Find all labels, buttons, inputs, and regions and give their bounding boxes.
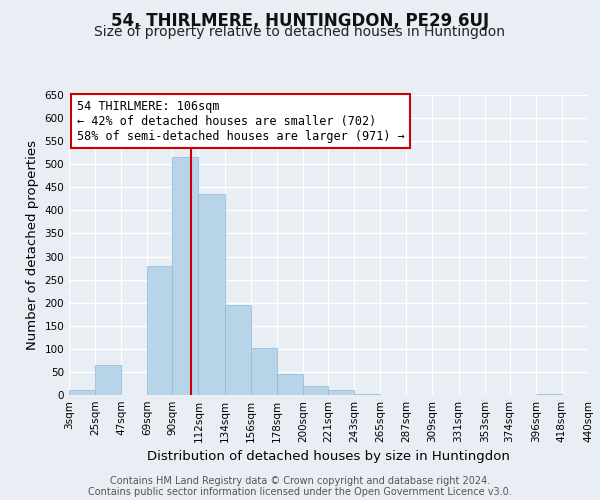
- Bar: [69, 390, 95, 395]
- Bar: [172, 158, 199, 395]
- Bar: [328, 390, 354, 395]
- Bar: [354, 394, 380, 395]
- Bar: [277, 374, 303, 395]
- X-axis label: Distribution of detached houses by size in Huntingdon: Distribution of detached houses by size …: [147, 450, 510, 464]
- Bar: [536, 394, 562, 395]
- Bar: [148, 266, 172, 395]
- Bar: [303, 386, 328, 395]
- Text: Contains public sector information licensed under the Open Government Licence v3: Contains public sector information licen…: [88, 487, 512, 497]
- Text: 54, THIRLMERE, HUNTINGDON, PE29 6UJ: 54, THIRLMERE, HUNTINGDON, PE29 6UJ: [111, 12, 489, 30]
- Y-axis label: Number of detached properties: Number of detached properties: [26, 140, 39, 350]
- Bar: [251, 348, 277, 395]
- Text: 54 THIRLMERE: 106sqm
← 42% of detached houses are smaller (702)
58% of semi-deta: 54 THIRLMERE: 106sqm ← 42% of detached h…: [77, 100, 404, 142]
- Bar: [224, 305, 251, 395]
- Text: Size of property relative to detached houses in Huntingdon: Size of property relative to detached ho…: [95, 25, 505, 39]
- Bar: [95, 365, 121, 395]
- Bar: [199, 194, 224, 395]
- Text: Contains HM Land Registry data © Crown copyright and database right 2024.: Contains HM Land Registry data © Crown c…: [110, 476, 490, 486]
